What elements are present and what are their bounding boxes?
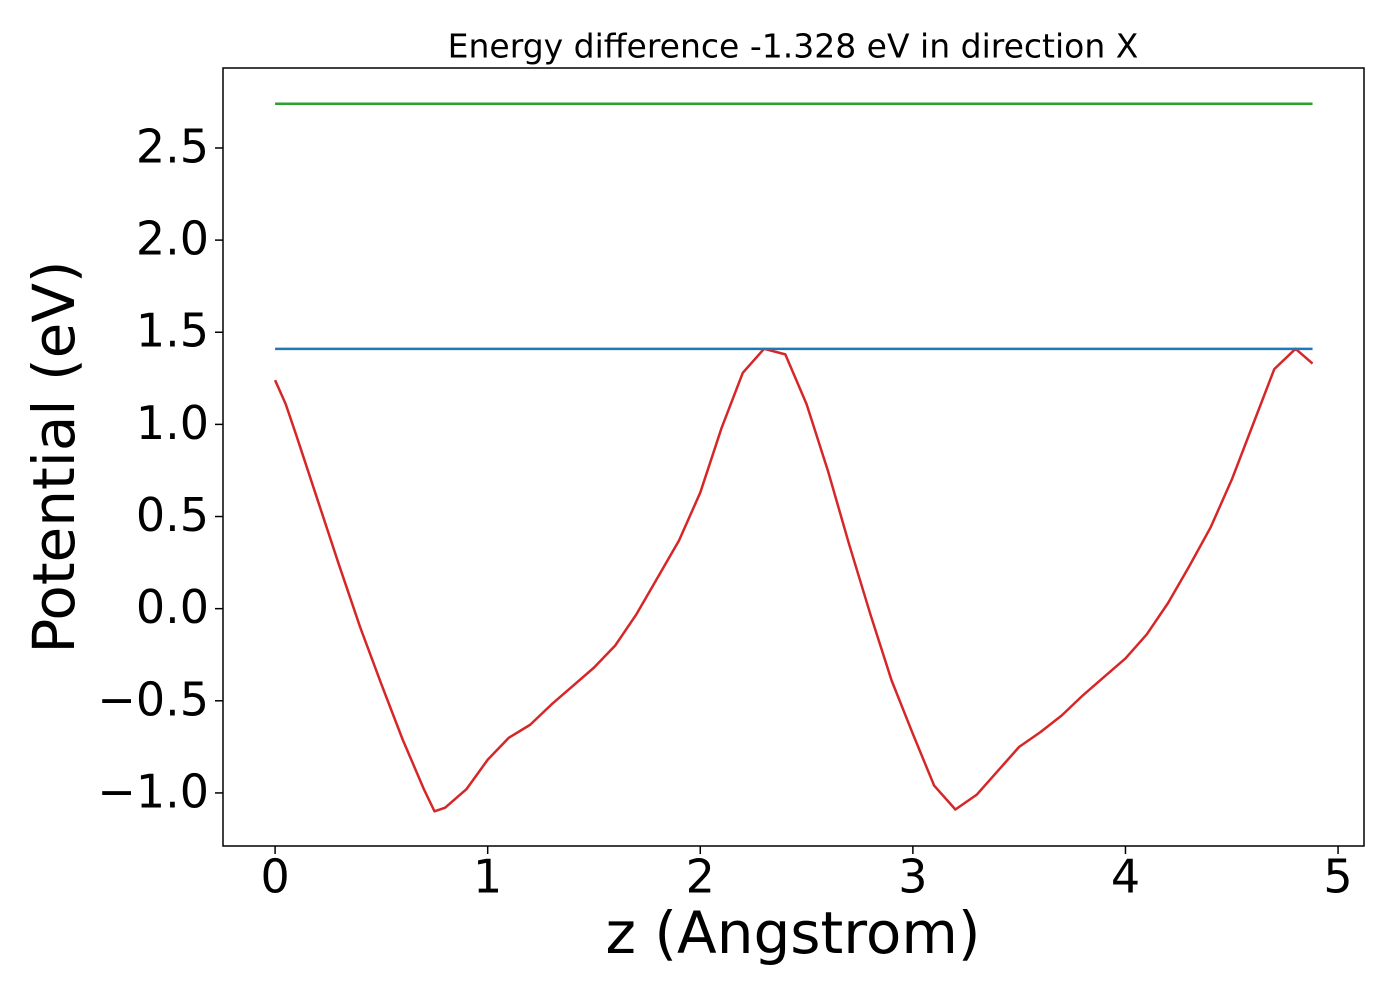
x-tick-label: 3 [898, 850, 927, 904]
data-line [273, 347, 1314, 813]
x-axis-label: z (Angstrom) [606, 899, 981, 967]
y-tick-label: 2.5 [136, 119, 209, 173]
plot-frame [222, 67, 1365, 847]
y-tick-label: −1.0 [97, 764, 209, 818]
y-tick-label: 1.0 [136, 396, 209, 450]
x-tick-label: 0 [260, 850, 289, 904]
y-axis-label: Potential (eV) [20, 260, 88, 653]
x-tick-label: 1 [473, 850, 502, 904]
x-tick-label: 4 [1111, 850, 1140, 904]
y-tick-label: 0.5 [136, 488, 209, 542]
y-tick-label: 1.5 [136, 304, 209, 358]
y-tick-label: 0.0 [136, 580, 209, 634]
y-tick-label: −0.5 [97, 672, 209, 726]
y-tick-label: 2.0 [136, 212, 209, 266]
x-tick-label: 5 [1323, 850, 1352, 904]
chart-title: Energy difference -1.328 eV in direction… [448, 27, 1139, 66]
x-tick-label: 2 [686, 850, 715, 904]
